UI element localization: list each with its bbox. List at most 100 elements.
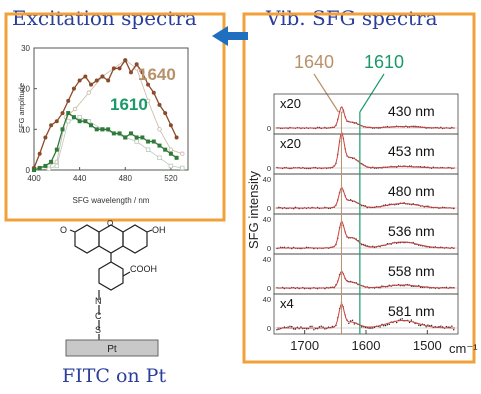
excitation-xtick-label: 520 [164, 174, 178, 183]
excitation-point [71, 86, 76, 91]
excitation-point [86, 90, 91, 95]
excitation-point [145, 147, 151, 152]
excitation-point [83, 74, 88, 79]
vib-panel-wavelength-label: 558 nm [388, 263, 435, 279]
vib-data-point [322, 326, 324, 328]
excitation-point [54, 119, 59, 124]
vib-data-point [313, 329, 315, 331]
vib-panel-scale-label: x20 [280, 136, 301, 151]
vib-data-point [419, 324, 422, 327]
vib-data-point [368, 327, 370, 329]
excitation-point [111, 131, 116, 136]
excitation-point [60, 111, 65, 116]
excitation-point [134, 62, 139, 67]
vib-panel-wavelength-label: 453 nm [388, 143, 435, 159]
vib-panel-scale-label: x20 [280, 96, 301, 111]
excitation-ytick-label: 0 [26, 166, 31, 175]
excitation-legend-1640: 1640 [138, 65, 176, 84]
vib-data-point [278, 328, 280, 331]
excitation-point [66, 98, 71, 103]
excitation-point [89, 123, 94, 128]
excitation-point [83, 119, 88, 124]
vib-xtick-label: 1700 [290, 338, 319, 353]
molecule-n: N [95, 296, 102, 306]
vib-panel-ytick: 40 [263, 255, 271, 264]
vib-data-point [388, 323, 391, 326]
excitation-point [151, 139, 156, 144]
excitation-chart: 0 10 20 30 400 440 480 520 1640 1610 SFG ampli… [17, 44, 189, 205]
excitation-ytick-label: 30 [21, 44, 30, 53]
vib-panel-wavelength-label: 480 nm [388, 183, 435, 199]
excitation-point [134, 135, 139, 140]
marker-1610-connector [359, 73, 385, 113]
excitation-point [157, 143, 162, 148]
vib-data-point [425, 326, 427, 328]
excitation-point [94, 127, 99, 132]
vib-panel-ytick-zero: 0 [267, 204, 271, 213]
excitation-point [49, 159, 54, 164]
excitation-point [72, 106, 78, 112]
vib-fit-line [277, 187, 455, 209]
vib-data-point [318, 326, 321, 328]
excitation-point [117, 66, 122, 71]
excitation-point [123, 58, 128, 63]
excitation-point [106, 127, 111, 132]
vib-panel-scale-label: x4 [280, 296, 294, 311]
excitation-point [117, 131, 122, 136]
excitation-point [71, 115, 76, 120]
excitation-point [163, 111, 168, 116]
excitation-point [66, 119, 71, 124]
vib-data-point [305, 328, 308, 330]
marker-1640-connector [313, 73, 339, 113]
vib-data-point [283, 326, 286, 328]
vib-panel-ytick: 0 [267, 164, 271, 173]
vib-data-point [395, 321, 398, 324]
vib-data-point [366, 327, 368, 329]
vib-data-point [401, 318, 403, 320]
excitation-xtick-label: 440 [73, 174, 87, 183]
vib-panel: 0 430 nm x20 [267, 93, 459, 135]
vib-panel-wavelength-label: 536 nm [388, 223, 435, 239]
vib-data-point [384, 324, 387, 327]
vib-panel-ytick-zero: 0 [267, 244, 271, 253]
vib-sfg-spectra-title: Vib. SFG spectra [266, 6, 438, 30]
excitation-point [89, 82, 94, 87]
excitation-point [49, 123, 54, 128]
vib-data-point [383, 325, 385, 327]
excitation-point [168, 151, 173, 156]
excitation-point [151, 90, 156, 95]
excitation-ytick-label: 10 [21, 125, 30, 134]
excitation-point [180, 151, 185, 156]
excitation-point [134, 139, 139, 144]
vib-data-point [361, 326, 363, 328]
vib-fit-line [277, 221, 455, 249]
excitation-point [77, 119, 82, 124]
vib-panel-frame [242, 12, 476, 364]
vib-panel-ytick-zero: 0 [267, 324, 271, 333]
vib-data-point [348, 322, 350, 325]
vib-marker-label-1640: 1640 [294, 52, 334, 72]
vib-data-point [289, 325, 291, 328]
excitation-point [157, 102, 162, 107]
excitation-point [163, 147, 168, 152]
excitation-ytick-label: 20 [21, 85, 30, 94]
vib-data-point [320, 325, 322, 327]
vib-data-point [311, 325, 313, 328]
excitation-legend-1610: 1610 [110, 95, 148, 114]
vib-data-point [427, 324, 429, 326]
excitation-point [111, 66, 116, 71]
vib-panel-wavelength-label: 430 nm [388, 103, 435, 119]
vib-panel-wavelength-label: 581 nm [388, 303, 435, 319]
excitation-series-ref-b [31, 114, 185, 173]
molecule-o-ring: O [107, 219, 113, 228]
excitation-series-1640 [32, 58, 179, 170]
vib-data-point [453, 329, 455, 331]
vib-y-axis-label: SFG intensity [246, 170, 261, 249]
excitation-point [140, 70, 145, 75]
vib-panel: 0 453 nm x20 [267, 132, 459, 175]
molecule-o-left: O [60, 225, 67, 235]
molecule-cooh: COOH [130, 264, 157, 274]
excitation-point [168, 123, 173, 128]
vib-data-point [331, 325, 333, 328]
